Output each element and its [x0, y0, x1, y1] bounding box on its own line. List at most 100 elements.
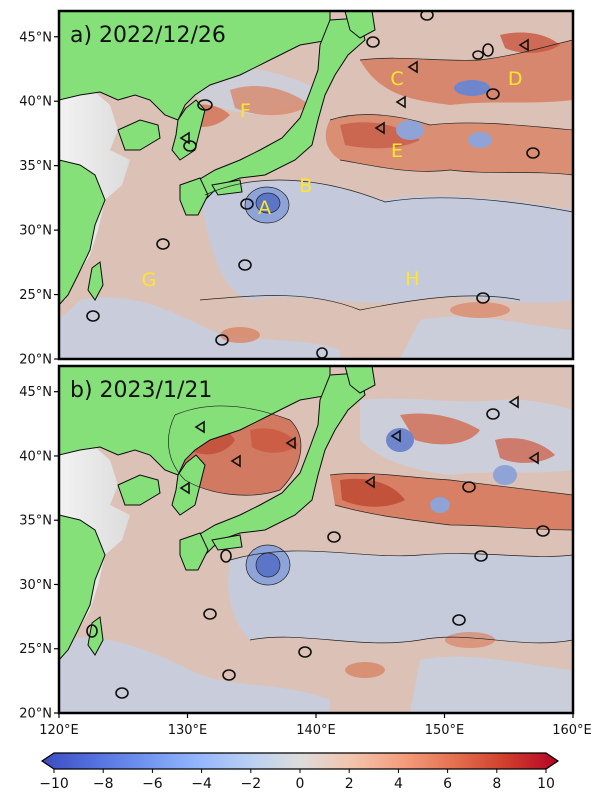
colorbar-tick-label: 8	[492, 776, 501, 792]
eddy-marker	[536, 525, 550, 537]
colorbar-tick-label: 10	[537, 776, 555, 792]
eddy-marker	[215, 334, 229, 346]
eddy-marker	[474, 550, 488, 562]
cold-eddy-core	[256, 553, 280, 577]
panel-b: b) 2023/1/21 20°N 25°N 30°N 35°N 40°N 45°N	[19, 364, 575, 722]
land-sakhalin	[344, 366, 376, 394]
colorbar-tick-label: −2	[240, 776, 261, 792]
land-china-coast	[59, 514, 106, 661]
eddy-marker	[528, 451, 539, 465]
warm-anomaly-region	[500, 32, 560, 53]
warm-anomaly-region	[400, 413, 480, 445]
eddy-marker	[156, 238, 170, 250]
y-tick-label: 35°N	[19, 159, 52, 174]
cool-anomaly-region	[59, 637, 330, 713]
eddy-marker	[115, 687, 129, 699]
y-tick-label: 45°N	[19, 30, 52, 45]
anomaly-contours	[199, 39, 573, 311]
x-tick-label: 160°E	[552, 723, 592, 738]
eddy-marker	[194, 420, 205, 434]
eddy-marker	[482, 43, 494, 57]
eddy-marker	[476, 292, 490, 304]
warm-anomaly-region	[360, 40, 573, 105]
land-shikoku	[211, 179, 243, 196]
x-axis: 120°E 130°E 140°E 150°E 160°E	[39, 713, 592, 738]
land-taiwan	[87, 261, 104, 301]
colorbar-tick-label: −8	[93, 776, 114, 792]
panel-a-frame	[57, 9, 575, 361]
panel-a-map	[59, 11, 573, 359]
eddy-marker	[179, 481, 190, 495]
warm-anomaly-region	[340, 478, 405, 507]
colorbar-bar	[40, 752, 560, 770]
land-shandong	[117, 474, 161, 506]
eddy-marker	[364, 475, 375, 489]
warm-anomaly-region	[250, 428, 298, 453]
eddy-marker	[203, 608, 217, 620]
x-tick-label: 120°E	[39, 723, 79, 738]
region-label: E	[391, 140, 403, 162]
panel-a-y-axis: 20°N 25°N 30°N 35°N 40°N 45°N	[19, 30, 59, 368]
eddy-marker	[407, 60, 418, 74]
eddy-marker	[366, 36, 380, 48]
region-label: F	[240, 100, 251, 122]
eddy-marker	[518, 38, 529, 52]
y-tick-label: 30°N	[19, 578, 52, 593]
eddy-marker	[86, 624, 98, 638]
eddy-marker	[526, 147, 540, 159]
cold-eddy-core	[256, 193, 280, 213]
x-tick-label: 150°E	[425, 723, 465, 738]
warm-anomaly-region	[340, 122, 420, 149]
y-tick-label: 35°N	[19, 514, 52, 529]
cold-eddy	[493, 465, 517, 485]
land-mainland	[59, 11, 331, 121]
cool-anomaly-region	[59, 297, 340, 359]
x-tick-label: 130°E	[168, 723, 208, 738]
panel-a-title: a) 2022/12/26	[70, 23, 226, 48]
colorbar-tick-label: 6	[443, 776, 452, 792]
eddy-marker	[472, 50, 484, 60]
eddy-marker	[240, 198, 254, 210]
anomaly-contours	[168, 405, 573, 644]
eddy-marker	[230, 454, 241, 468]
eddy-marker	[395, 95, 406, 109]
region-label: A	[258, 197, 271, 219]
y-tick-label: 40°N	[19, 449, 52, 464]
colorbar-tick-label: 0	[296, 776, 305, 792]
cool-anomaly-region	[410, 656, 573, 713]
panel-a: a) 2022/12/26 A B C D E F G H 20°N 25°N 30°N 35°N 4…	[19, 9, 575, 368]
y-tick-label: 20°N	[19, 707, 52, 722]
y-tick-label: 30°N	[19, 224, 52, 239]
panel-a-region-labels: A B C D E F G H	[142, 68, 523, 291]
warm-anomaly-region	[220, 327, 260, 343]
land-china-coast	[59, 159, 106, 306]
cold-eddy	[468, 132, 492, 148]
colorbar-tick-label: −10	[39, 776, 69, 792]
eddy-marker	[298, 646, 312, 658]
colorbar-tick-label: 4	[394, 776, 403, 792]
x-tick-label: 140°E	[296, 723, 336, 738]
y-tick-label: 25°N	[19, 642, 52, 657]
eddy-marker	[327, 531, 341, 543]
eddy-marker	[486, 408, 500, 420]
warm-anomaly-region	[230, 85, 310, 116]
panel-b-map	[59, 366, 573, 713]
eddy-marker	[486, 88, 500, 100]
region-label: G	[142, 269, 157, 291]
land-shikoku	[211, 534, 243, 551]
y-tick-label: 25°N	[19, 288, 52, 303]
eddy-marker	[285, 436, 296, 450]
land-mainland	[59, 366, 331, 476]
eddy-marker	[374, 121, 385, 135]
region-label: C	[390, 68, 403, 90]
eddy-markers	[86, 11, 540, 359]
warm-anomaly-region	[345, 662, 385, 678]
eddy-marker	[183, 140, 197, 152]
region-label: H	[405, 268, 419, 290]
cold-eddy	[396, 120, 424, 140]
land-shandong	[117, 119, 161, 151]
eddy-marker	[238, 259, 252, 271]
eddy-marker	[462, 481, 476, 493]
colorbar-tick-label: 2	[345, 776, 354, 792]
